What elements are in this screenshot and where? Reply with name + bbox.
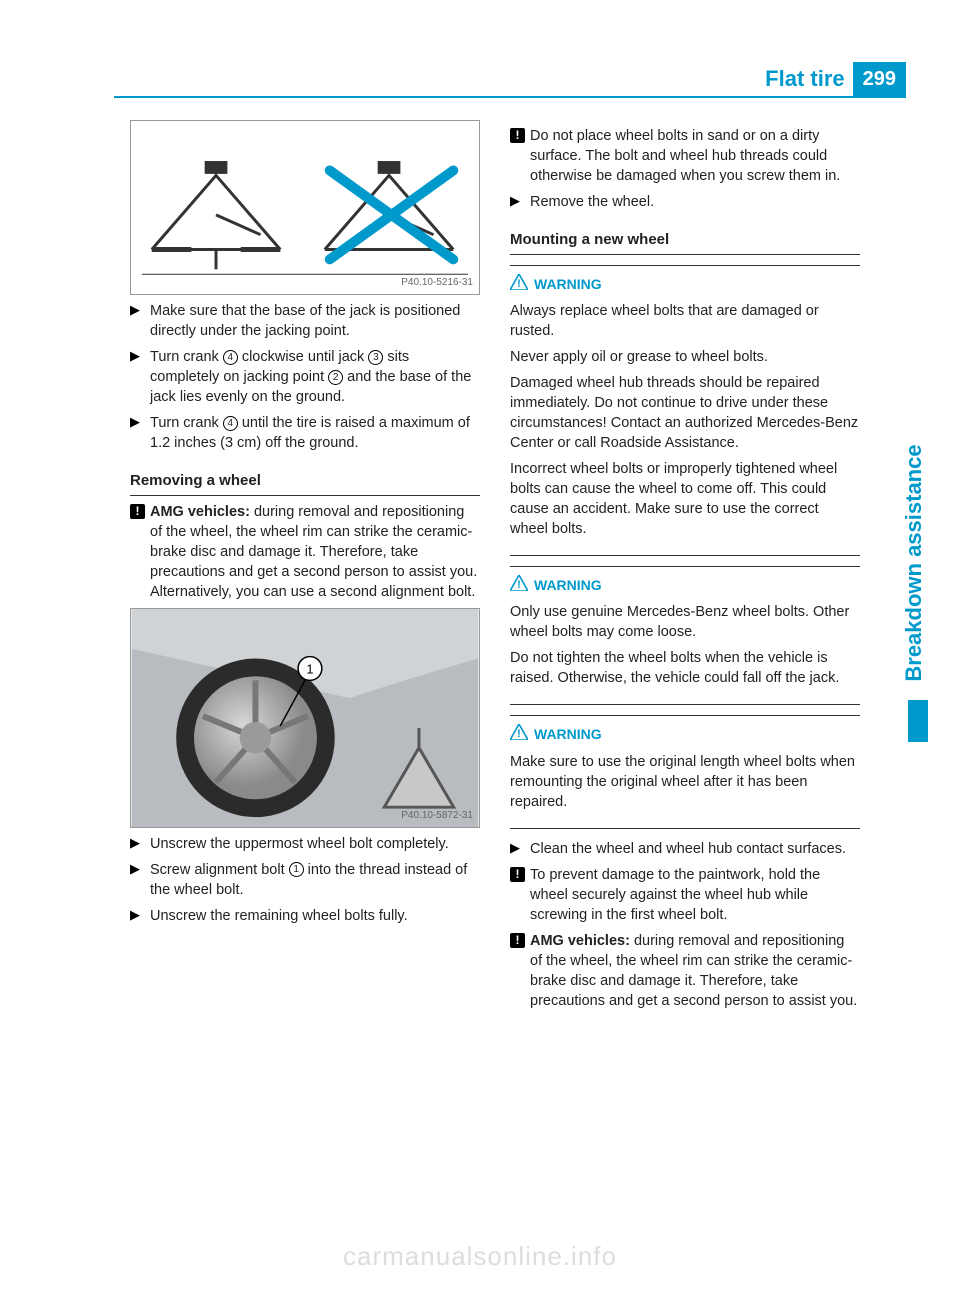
exclaim-icon: !	[510, 931, 530, 1011]
right-column: ! Do not place wheel bolts in sand or on…	[510, 120, 860, 1017]
left-column: P40.10-5216-31 ▶ Make sure that the base…	[130, 120, 480, 1017]
step-item: ▶ Screw alignment bolt 1 into the thread…	[130, 860, 480, 900]
warning-title: WARNING	[534, 275, 602, 294]
page-header: Flat tire 299	[765, 62, 906, 96]
warning-text: Incorrect wheel bolts or improperly tigh…	[510, 459, 860, 539]
warning-title: WARNING	[534, 576, 602, 595]
figure-label: P40.10-5872-31	[401, 809, 473, 823]
warning-triangle-icon: !	[510, 575, 528, 596]
warning-triangle-icon: !	[510, 274, 528, 295]
step-text: Unscrew the uppermost wheel bolt complet…	[150, 834, 480, 854]
step-text: Unscrew the remaining wheel bolts fully.	[150, 906, 480, 926]
step-text: Make sure that the base of the jack is p…	[150, 301, 480, 341]
exclaim-icon: !	[510, 126, 530, 186]
step-text: Remove the wheel.	[530, 192, 860, 212]
arrow-icon: ▶	[510, 192, 530, 212]
side-tab-label: Breakdown assistance	[901, 433, 927, 693]
step-item: ▶ Make sure that the base of the jack is…	[130, 301, 480, 341]
warning-heading: ! WARNING	[510, 724, 860, 745]
note-item: ! To prevent damage to the paintwork, ho…	[510, 865, 860, 925]
warning-text: Make sure to use the original length whe…	[510, 752, 860, 812]
svg-text:!: !	[517, 579, 521, 591]
step-text: Turn crank 4 until the tire is raised a …	[150, 413, 480, 453]
page-number: 299	[853, 62, 906, 96]
figure-jack-diagram: P40.10-5216-31	[130, 120, 480, 295]
warning-heading: ! WARNING	[510, 575, 860, 596]
step-text: Screw alignment bolt 1 into the thread i…	[150, 860, 480, 900]
watermark: carmanualsonline.info	[0, 1241, 960, 1272]
arrow-icon: ▶	[130, 413, 150, 453]
step-item: ▶ Remove the wheel.	[510, 192, 860, 212]
step-text: Turn crank 4 clockwise until jack 3 sits…	[150, 347, 480, 407]
side-tab: Breakdown assistance	[894, 400, 928, 720]
figure-wheel-photo: 1 P40.10-5872-31	[130, 608, 480, 828]
warning-box: ! WARNING Always replace wheel bolts tha…	[510, 265, 860, 556]
warning-text: Only use genuine Mercedes-Benz wheel bol…	[510, 602, 860, 642]
side-tab-block	[908, 700, 928, 742]
note-item: ! AMG vehicles: during removal and repos…	[130, 502, 480, 602]
note-text: Do not place wheel bolts in sand or on a…	[530, 126, 860, 186]
step-item: ▶ Turn crank 4 until the tire is raised …	[130, 413, 480, 453]
arrow-icon: ▶	[130, 906, 150, 926]
warning-text: Damaged wheel hub threads should be repa…	[510, 373, 860, 453]
note-item: ! Do not place wheel bolts in sand or on…	[510, 126, 860, 186]
svg-text:!: !	[517, 728, 521, 740]
arrow-icon: ▶	[510, 839, 530, 859]
exclaim-icon: !	[510, 865, 530, 925]
header-section-title: Flat tire	[765, 62, 852, 96]
step-text: Clean the wheel and wheel hub contact su…	[530, 839, 860, 859]
svg-text:1: 1	[306, 661, 313, 676]
note-text: AMG vehicles: during removal and reposit…	[530, 931, 860, 1011]
warning-heading: ! WARNING	[510, 274, 860, 295]
section-heading: Removing a wheel	[130, 471, 480, 496]
warning-box: ! WARNING Make sure to use the original …	[510, 715, 860, 828]
step-item: ▶ Unscrew the remaining wheel bolts full…	[130, 906, 480, 926]
step-item: ▶ Unscrew the uppermost wheel bolt compl…	[130, 834, 480, 854]
header-rule	[114, 96, 906, 98]
exclaim-icon: !	[130, 502, 150, 602]
arrow-icon: ▶	[130, 834, 150, 854]
warning-text: Do not tighten the wheel bolts when the …	[510, 648, 860, 688]
warning-text: Always replace wheel bolts that are dama…	[510, 301, 860, 341]
warning-box: ! WARNING Only use genuine Mercedes-Benz…	[510, 566, 860, 705]
arrow-icon: ▶	[130, 347, 150, 407]
arrow-icon: ▶	[130, 301, 150, 341]
note-item: ! AMG vehicles: during removal and repos…	[510, 931, 860, 1011]
arrow-icon: ▶	[130, 860, 150, 900]
step-item: ▶ Clean the wheel and wheel hub contact …	[510, 839, 860, 859]
warning-title: WARNING	[534, 725, 602, 744]
section-heading: Mounting a new wheel	[510, 230, 860, 255]
note-text: AMG vehicles: during removal and reposit…	[150, 502, 480, 602]
svg-text:!: !	[517, 278, 521, 290]
warning-text: Never apply oil or grease to wheel bolts…	[510, 347, 860, 367]
warning-triangle-icon: !	[510, 724, 528, 745]
note-text: To prevent damage to the paintwork, hold…	[530, 865, 860, 925]
step-item: ▶ Turn crank 4 clockwise until jack 3 si…	[130, 347, 480, 407]
figure-label: P40.10-5216-31	[401, 276, 473, 290]
